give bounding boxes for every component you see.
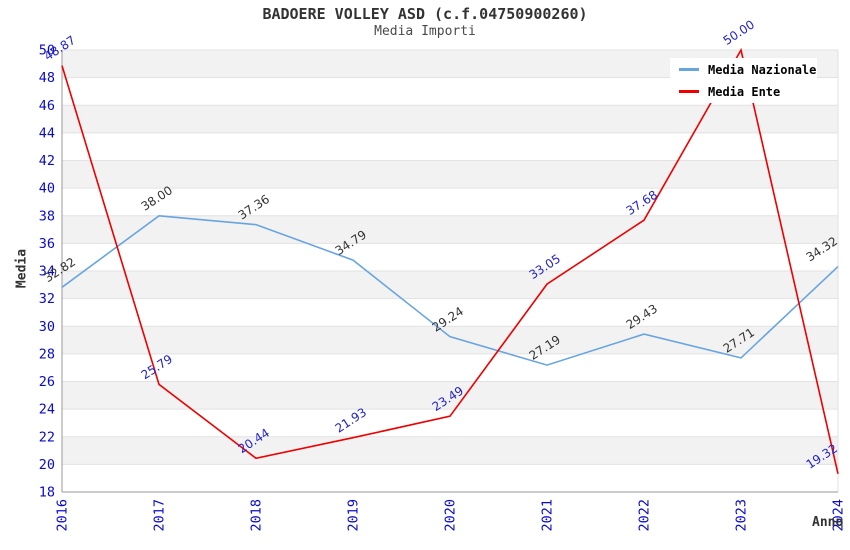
x-tick-label: 2019 [346,499,362,532]
y-tick-label: 34 [39,264,55,280]
y-tick-label: 38 [39,208,55,224]
x-tick-label: 2024 [831,499,847,532]
x-tick-label: 2023 [734,499,750,532]
legend-label-media-ente: Media Ente [708,84,781,99]
y-tick-label: 44 [39,125,55,141]
y-tick-label: 46 [39,98,55,114]
y-tick-label: 24 [39,402,55,418]
y-axis-title: Media [14,248,30,289]
x-tick-label: 2022 [637,499,653,532]
y-tick-label: 32 [39,291,55,307]
y-tick-label: 42 [39,153,55,169]
grid-band [62,436,838,465]
x-tick-label: 2021 [540,499,556,532]
y-tick-label: 30 [39,319,55,335]
chart-title: BADOERE VOLLEY ASD (c.f.04750900260) [262,5,588,23]
series-line [61,214,839,366]
y-tick-label: 18 [39,485,55,501]
legend: Media Nazionale Media Ente [670,58,817,103]
media-ente-line-swatch [679,90,699,93]
grid-band [62,215,838,244]
x-tick-label: 2018 [249,499,265,532]
y-tick-label: 48 [39,70,55,86]
x-axis-title: Anno [812,515,844,530]
y-tick-label: 50 [39,43,55,59]
x-tick-label: 2017 [152,499,168,532]
data-label: 37.68 [624,188,660,218]
grid-band [62,381,838,410]
y-tick-label: 36 [39,236,55,252]
legend-label-media-nazionale: Media Nazionale [708,62,817,77]
grid-band [62,105,838,133]
grid-band [62,271,838,299]
y-tick-label: 22 [39,429,55,445]
chart-subtitle: Media Importi [374,24,476,39]
y-tick-label: 26 [39,374,55,390]
legend-item-media-nazionale: Media Nazionale [670,61,817,79]
media-nazionale-line-swatch [679,68,699,71]
x-tick-label: 2016 [55,499,71,532]
y-tick-label: 20 [39,457,55,473]
y-tick-label: 40 [39,181,55,197]
grid-band [62,160,838,189]
grid-band [62,326,838,354]
data-label: 21.93 [333,405,369,435]
y-tick-label: 28 [39,346,55,362]
series-line [61,47,839,474]
x-tick-label: 2020 [443,499,459,532]
legend-item-media-ente: Media Ente [670,83,817,101]
